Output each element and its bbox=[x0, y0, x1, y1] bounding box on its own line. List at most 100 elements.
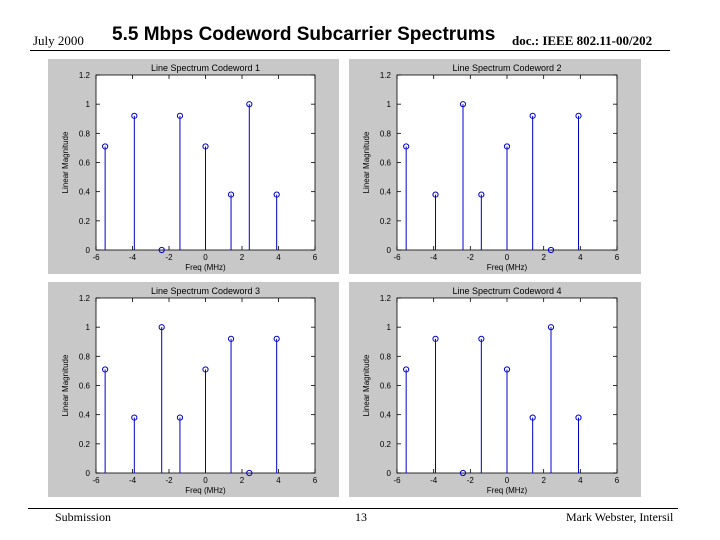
y-tick-label: 1 bbox=[86, 323, 91, 332]
stem-marker bbox=[273, 335, 280, 342]
y-tick-label: 1 bbox=[387, 323, 392, 332]
x-tick-label: -6 bbox=[92, 476, 100, 485]
stem-marker bbox=[131, 414, 138, 421]
y-tick-label: 1.2 bbox=[79, 71, 91, 80]
stem-marker bbox=[403, 143, 410, 150]
y-tick-label: 0.6 bbox=[380, 382, 392, 391]
y-tick-label: 0.4 bbox=[79, 411, 91, 420]
x-tick-label: -4 bbox=[430, 253, 438, 262]
x-tick-label: 6 bbox=[313, 253, 318, 262]
doc-number: doc.: IEEE 802.11-00/202 bbox=[512, 33, 653, 48]
footer-author: Mark Webster, Intersil bbox=[566, 510, 674, 524]
x-tick-label: 4 bbox=[578, 476, 583, 485]
x-tick-label: 4 bbox=[276, 253, 281, 262]
stem-marker bbox=[403, 366, 410, 373]
stem-marker bbox=[176, 414, 184, 421]
stem-marker bbox=[478, 191, 485, 198]
slide-title: 5.5 Mbps Codeword Subcarrier Spectrums bbox=[112, 24, 496, 45]
y-tick-label: 0.4 bbox=[380, 411, 392, 420]
stem-marker bbox=[273, 191, 280, 198]
y-axis-label: Linear Magnitude bbox=[362, 131, 371, 193]
stem-marker bbox=[432, 335, 439, 342]
x-tick-label: 2 bbox=[240, 253, 245, 262]
chart-panel-codeword-3: Line Spectrum Codeword 3 0 0.2 0.4 0.6 0.8 1 1.… bbox=[48, 282, 339, 497]
x-tick-label: 6 bbox=[313, 476, 318, 485]
x-tick-label: -4 bbox=[430, 476, 438, 485]
x-tick-label: 6 bbox=[615, 476, 620, 485]
stem-marker bbox=[432, 191, 439, 198]
x-tick-label: 4 bbox=[276, 476, 281, 485]
stem-marker bbox=[478, 335, 485, 342]
x-tick-label: 2 bbox=[541, 253, 546, 262]
y-tick-label: 1.2 bbox=[79, 294, 91, 303]
stem-marker bbox=[503, 143, 511, 150]
stem-marker bbox=[459, 101, 467, 108]
x-tick-label: 2 bbox=[240, 476, 245, 485]
y-tick-label: 0.6 bbox=[79, 382, 91, 391]
x-tick-label: 0 bbox=[505, 476, 510, 485]
stem-marker bbox=[459, 469, 467, 477]
stem-marker bbox=[158, 246, 165, 254]
x-tick-label: -2 bbox=[165, 253, 173, 262]
y-tick-label: 1 bbox=[86, 100, 91, 109]
stem-marker bbox=[176, 112, 184, 119]
x-tick-label: -2 bbox=[467, 476, 475, 485]
stem-marker bbox=[227, 335, 235, 342]
footer-rule bbox=[28, 508, 678, 509]
chart-title: Line Spectrum Codeword 2 bbox=[452, 63, 561, 73]
x-tick-label: -2 bbox=[165, 476, 173, 485]
y-tick-label: 0.8 bbox=[79, 352, 91, 361]
x-tick-label: -2 bbox=[467, 253, 475, 262]
y-tick-label: 0 bbox=[387, 469, 392, 478]
y-tick-label: 0.4 bbox=[79, 188, 91, 197]
stem-marker bbox=[575, 112, 582, 119]
header-rule bbox=[30, 50, 670, 51]
stem-marker bbox=[102, 143, 109, 150]
x-axis-label: Freq (MHz) bbox=[487, 486, 528, 495]
y-tick-label: 0.6 bbox=[79, 159, 91, 168]
chart-panel-codeword-4: Line Spectrum Codeword 4 0 0.2 0.4 0.6 0.8 1 1.… bbox=[349, 282, 641, 497]
stem-marker bbox=[227, 191, 235, 198]
stem-marker bbox=[158, 324, 165, 331]
x-tick-label: 0 bbox=[203, 476, 208, 485]
y-tick-label: 0.8 bbox=[380, 129, 392, 138]
y-axis-label: Linear Magnitude bbox=[61, 354, 70, 416]
chart-codeword-1: Line Spectrum Codeword 1 0 0.2 0.4 0.6 0.8 1 1.… bbox=[61, 63, 318, 272]
y-axis-label: Linear Magnitude bbox=[61, 131, 70, 193]
x-axis-label: Freq (MHz) bbox=[487, 263, 528, 272]
x-tick-label: -6 bbox=[92, 253, 100, 262]
stem-marker bbox=[529, 414, 536, 421]
y-tick-label: 0.8 bbox=[380, 352, 392, 361]
chart-panel-codeword-1: Line Spectrum Codeword 1 0 0.2 0.4 0.6 0.8 1 1.… bbox=[48, 59, 339, 274]
x-axis-label: Freq (MHz) bbox=[185, 263, 226, 272]
footer-page-number: 13 bbox=[355, 510, 367, 524]
stem-marker bbox=[547, 324, 555, 331]
chart-codeword-3: Line Spectrum Codeword 3 0 0.2 0.4 0.6 0.8 1 1.… bbox=[61, 286, 318, 495]
y-tick-label: 1.2 bbox=[380, 294, 392, 303]
y-tick-label: 0.4 bbox=[380, 188, 392, 197]
y-tick-label: 1.2 bbox=[380, 71, 392, 80]
stem-marker bbox=[503, 366, 511, 373]
stem-marker bbox=[202, 143, 209, 150]
chart-codeword-2: Line Spectrum Codeword 2 0 0.2 0.4 0.6 0.8 1 1.… bbox=[362, 63, 620, 272]
y-tick-label: 0 bbox=[86, 469, 91, 478]
x-tick-label: 0 bbox=[203, 253, 208, 262]
x-tick-label: -6 bbox=[393, 476, 401, 485]
stem-marker bbox=[131, 112, 138, 119]
chart-title: Line Spectrum Codeword 4 bbox=[452, 286, 561, 296]
y-tick-label: 0.8 bbox=[79, 129, 91, 138]
chart-codeword-4: Line Spectrum Codeword 4 0 0.2 0.4 0.6 0.8 1 1.… bbox=[362, 286, 620, 495]
x-tick-label: -6 bbox=[393, 253, 401, 262]
x-tick-label: 4 bbox=[578, 253, 583, 262]
chart-title: Line Spectrum Codeword 3 bbox=[151, 286, 260, 296]
chart-title: Line Spectrum Codeword 1 bbox=[151, 63, 260, 73]
stem-marker bbox=[246, 469, 253, 477]
y-tick-label: 1 bbox=[387, 100, 392, 109]
y-axis-label: Linear Magnitude bbox=[362, 354, 371, 416]
x-axis-label: Freq (MHz) bbox=[185, 486, 226, 495]
header-date: July 2000 bbox=[33, 33, 84, 48]
x-tick-label: -4 bbox=[129, 476, 137, 485]
y-tick-label: 0.6 bbox=[380, 159, 392, 168]
chart-panel-codeword-2: Line Spectrum Codeword 2 0 0.2 0.4 0.6 0.8 1 1.… bbox=[349, 59, 641, 274]
y-tick-label: 0 bbox=[86, 246, 91, 255]
